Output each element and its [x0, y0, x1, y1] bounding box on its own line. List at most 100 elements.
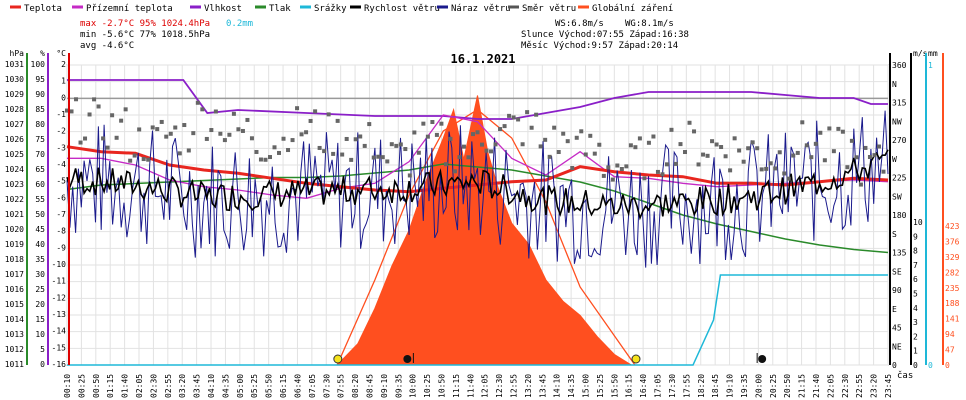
axis-temp-tick: -6 [56, 193, 66, 202]
axis-hpa-unit: hPa [10, 49, 25, 58]
wind-dir-dot [633, 145, 638, 150]
x-tick: 02:55 [164, 374, 173, 398]
wind-dir-dot [827, 126, 832, 131]
wind-dir-dot [520, 142, 525, 147]
x-tick: 16:15 [625, 374, 634, 398]
wind-dir-dot [863, 145, 868, 150]
x-tick: 11:15 [452, 374, 461, 398]
axis-temp-tick: 2 [61, 60, 66, 69]
wind-dir-dot [777, 150, 782, 155]
x-tick: 14:35 [567, 374, 576, 398]
axis-hpa-tick: 1016 [5, 285, 24, 294]
x-tick: 00:25 [77, 374, 86, 398]
wind-dir-dot [331, 151, 336, 156]
x-tick: 20:50 [783, 374, 792, 398]
axis-hpa-tick: 1017 [5, 270, 24, 279]
x-tick: 17:55 [682, 374, 691, 398]
wind-dir-dot [502, 124, 507, 129]
wind-dir-dot [669, 127, 674, 132]
wind-dir-dot [227, 132, 232, 137]
wind-dir-dot [628, 143, 633, 148]
wind-dir-dot [335, 118, 340, 123]
axis-pct-tick: 65 [35, 165, 45, 174]
wind-dir-dot [876, 144, 881, 149]
wind-dir-dot [561, 131, 566, 136]
wind-dir-dot [507, 113, 512, 118]
wind-dir-dot [800, 120, 805, 125]
wind-dir-dot [358, 134, 363, 139]
wind-dir-dot [759, 167, 764, 172]
axis-hpa-tick: 1028 [5, 105, 24, 114]
stat-min: min -5.6°C 77% 1018.5hPa [80, 30, 210, 40]
x-tick: 19:35 [740, 374, 749, 398]
wind-dir-dot [286, 148, 291, 153]
series-rain [67, 274, 888, 366]
wind-dir-dot [430, 120, 435, 125]
wind-dir-dot [466, 155, 471, 160]
wind-dir-dot [516, 117, 521, 122]
x-tick: 02:30 [149, 374, 158, 398]
wind-dir-dot [123, 107, 128, 112]
wind-dir-dot [588, 133, 593, 138]
series-wind-speed [66, 149, 889, 221]
axis-temp-tick: -8 [56, 227, 66, 236]
axis-mm-tick: 1 [928, 61, 933, 70]
axis-temp-tick: -14 [52, 327, 67, 336]
wind-dir-dot [457, 155, 462, 160]
x-tick: 12:55 [510, 374, 519, 398]
wind-dir-dot [498, 127, 503, 132]
wind-dir-dot [182, 123, 187, 128]
stat-avg: avg -4.6°C [80, 41, 134, 51]
x-tick: 13:45 [538, 374, 547, 398]
x-tick: 00:10 [63, 374, 72, 398]
axis-dir-tick: 135 [892, 249, 907, 258]
x-tick: 06:15 [279, 374, 288, 398]
axis-ms-tick: 7 [913, 261, 918, 270]
wind-dir-dot [637, 136, 642, 141]
wind-dir-dot [277, 150, 282, 155]
x-tick: 10:00 [409, 374, 418, 398]
wind-dir-dot [687, 120, 692, 125]
wind-dir-dot [96, 104, 101, 109]
axis-wm2-tick: 188 [945, 299, 960, 308]
wind-dir-dot [407, 173, 412, 178]
wind-dir-dot [737, 148, 742, 153]
axis-dir-tick: S [892, 230, 897, 239]
wind-dir-dot [421, 121, 426, 126]
wind-dir-dot [367, 122, 372, 127]
axis-dir-tick: 45 [892, 324, 902, 333]
axis-dir-tick: 180 [892, 211, 907, 220]
wind-dir-dot [353, 137, 358, 142]
wind-dir-dot [146, 157, 151, 162]
axis-wm2-tick: 94 [945, 330, 955, 339]
axis-temp-tick: -12 [52, 293, 67, 302]
axis-hpa-tick: 1011 [5, 360, 24, 369]
axis-pct-tick: 85 [35, 105, 45, 114]
wind-dir-dot [872, 153, 877, 158]
wind-dir-dot [110, 113, 115, 118]
wind-dir-dot [141, 157, 146, 162]
wind-dir-dot [439, 121, 444, 126]
wind-dir-dot [768, 161, 773, 166]
wind-dir-dot [155, 127, 160, 132]
x-tick: 04:10 [207, 374, 216, 398]
stat-max-rain: 0.2mm [226, 19, 253, 29]
wind-dir-dot [660, 172, 665, 177]
wind-dir-dot [299, 132, 304, 137]
wind-dir-dot [362, 143, 367, 148]
legend-label: Tlak [269, 4, 291, 14]
axis-pct-tick: 70 [35, 150, 45, 159]
wind-dir-dot [101, 136, 106, 141]
wind-dir-dot [78, 140, 83, 145]
wind-dir-dot [818, 130, 823, 135]
legend-label: Teplota [24, 4, 62, 14]
wind-dir-dot [267, 155, 272, 160]
axis-pct-tick: 95 [35, 75, 45, 84]
axis-dir-tick: SW [892, 192, 902, 201]
wind-dir-dot [326, 112, 331, 117]
wind-dir-dot [295, 106, 300, 111]
x-tick: 22:05 [826, 374, 835, 398]
axis-wm2-tick: 282 [945, 268, 960, 277]
axis-dir-tick: SE [892, 267, 902, 276]
wind-dir-dot [281, 136, 286, 141]
